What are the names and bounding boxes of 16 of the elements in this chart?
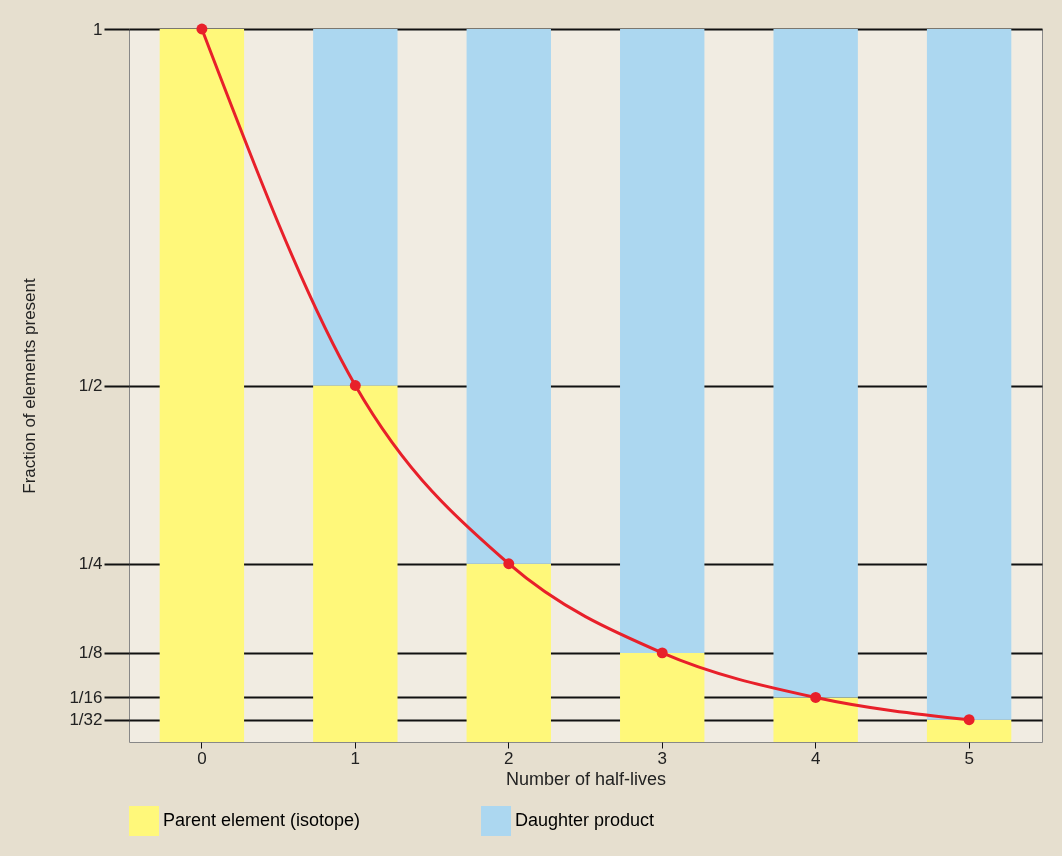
x-tick-label: 5 (964, 748, 974, 768)
x-tick-label: 1 (350, 748, 361, 768)
y-axis-title: Fraction of elements present (20, 278, 40, 494)
x-tick-label: 0 (197, 748, 207, 768)
x-tick-label: 3 (657, 748, 667, 768)
y-tick-label: 1/4 (78, 554, 103, 574)
x-axis-title: Number of half-lives (505, 768, 667, 789)
x-tick-label: 4 (810, 748, 821, 768)
y-tick-label: 1/16 (69, 687, 103, 707)
y-tick-label: 1/2 (78, 376, 103, 395)
y-tick-label: 1/8 (78, 643, 103, 663)
y-tick-label: 1/32 (69, 710, 103, 730)
legend-label: Daughter product (515, 810, 655, 830)
legend-label: Parent element (isotope) (163, 810, 361, 830)
x-tick-label: 2 (504, 748, 514, 768)
y-tick-label: 1 (93, 19, 103, 39)
